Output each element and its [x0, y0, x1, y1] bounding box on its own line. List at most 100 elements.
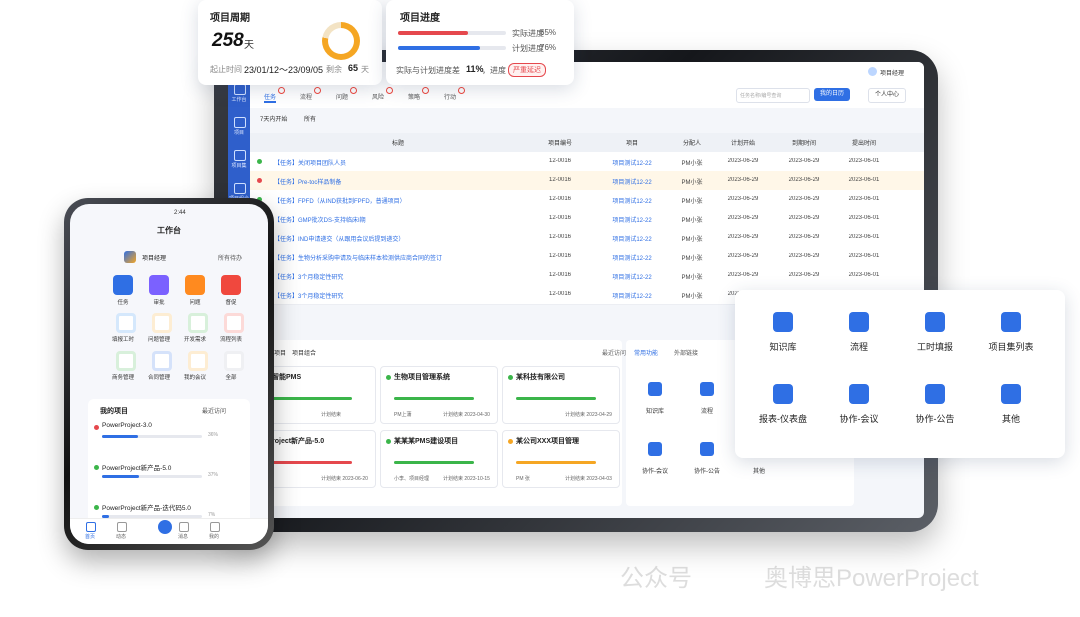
- nav-icon: [179, 522, 189, 532]
- button[interactable]: 个人中心: [868, 88, 907, 103]
- card-title: 项目进度: [400, 13, 440, 24]
- func-tab[interactable]: 外部链接: [674, 351, 699, 357]
- func-label[interactable]: 协作-公告: [915, 414, 955, 424]
- task-title[interactable]: 【任务】生物分析采购申请及与临床样本检测供应商合同的签订: [274, 256, 443, 262]
- task-title[interactable]: 【任务】关闭项目团队人员: [274, 161, 347, 167]
- app-label[interactable]: 开发需求: [183, 337, 206, 343]
- tab-badge: [422, 87, 429, 94]
- lower-tab[interactable]: 我的项目: [262, 351, 287, 357]
- table-cell: 2023-06-29: [727, 177, 759, 183]
- task-title[interactable]: 【任务】FPFD（从IND获批到FPFD，普通项目）: [274, 199, 406, 205]
- task-title[interactable]: 【任务】IND申请递交（从跟用会议后提到递交）: [274, 237, 405, 243]
- app-label[interactable]: 商务管理: [111, 375, 134, 381]
- lower-tab[interactable]: 项目组合: [292, 351, 317, 357]
- sidebar-item[interactable]: 项目集: [231, 163, 247, 169]
- func-label[interactable]: 协作-会议: [839, 414, 879, 424]
- status-dot: [257, 159, 262, 164]
- func-label[interactable]: 知识库: [769, 342, 797, 352]
- func-icon: [925, 312, 945, 332]
- app-label[interactable]: 任务: [117, 300, 129, 306]
- search-box[interactable]: 任务名称/编号查询: [736, 88, 810, 103]
- app-label[interactable]: 流程列表: [219, 337, 242, 343]
- project-name[interactable]: PowerProject-3.0: [102, 422, 152, 429]
- tab[interactable]: 风险: [372, 95, 385, 101]
- todo[interactable]: 所有待办: [218, 256, 243, 262]
- nav-icon: [210, 522, 220, 532]
- tab[interactable]: 行动: [444, 95, 457, 101]
- table-cell: 2023-06-29: [727, 234, 759, 240]
- func-icon: [849, 312, 869, 332]
- func-icon: [648, 442, 662, 456]
- app-label[interactable]: 合同管理: [147, 375, 170, 381]
- app-label[interactable]: 问题管理: [147, 337, 170, 343]
- func-icon: [925, 384, 945, 404]
- filter[interactable]: 7天内开始: [260, 117, 288, 123]
- app-label[interactable]: 全部: [225, 375, 237, 381]
- button[interactable]: 我的日历: [814, 88, 851, 101]
- tab[interactable]: 流程: [300, 95, 313, 101]
- func-label[interactable]: 流程: [700, 409, 713, 415]
- project-card[interactable]: 生物项目管理系统 PM上蒲 计划结束 2023-04-30: [380, 366, 498, 424]
- project-bar: [394, 461, 474, 464]
- func-label[interactable]: 协作-会议: [642, 469, 668, 475]
- user-name[interactable]: 项目经理: [880, 71, 905, 77]
- recent[interactable]: 最近访问: [202, 409, 227, 415]
- task-title[interactable]: 【任务】3个月稳定性研究: [274, 294, 344, 300]
- func-label[interactable]: 其他: [752, 469, 765, 475]
- progress-label: 实际进度: [512, 29, 544, 38]
- sidebar-item[interactable]: 项目: [233, 130, 244, 136]
- nav-label[interactable]: 首页: [84, 534, 95, 540]
- filter[interactable]: 所有: [304, 117, 317, 123]
- func-label[interactable]: 知识库: [645, 409, 664, 415]
- project-card[interactable]: 某公司XXX项目管理 PM 张 计划结束 2023-04-03: [502, 430, 620, 488]
- func-label[interactable]: 工时填报: [916, 342, 953, 352]
- func-label[interactable]: 流程: [849, 342, 868, 352]
- project-card[interactable]: roject新产品-5.0 计划结束 2023-06-20: [258, 430, 376, 488]
- func-label[interactable]: 其他: [1001, 414, 1020, 424]
- func-icon: [1001, 384, 1021, 404]
- nav-plus[interactable]: [158, 520, 172, 534]
- progress-badge: 严重延迟: [508, 63, 546, 77]
- func-label[interactable]: 项目集列表: [988, 342, 1034, 352]
- func-label[interactable]: 报表-仪表盘: [759, 414, 807, 424]
- app-label[interactable]: 问题: [189, 300, 201, 306]
- tab[interactable]: 任务: [264, 92, 277, 103]
- func-icon: [1001, 312, 1021, 332]
- project-bar: [394, 397, 474, 400]
- func-icon: [700, 382, 714, 396]
- nav-label[interactable]: 动态: [115, 534, 126, 540]
- tab[interactable]: 问题: [336, 95, 349, 101]
- func-icon: [773, 384, 793, 404]
- project-card[interactable]: 智能PMS 计划结束: [258, 366, 376, 424]
- tab[interactable]: 策略: [408, 95, 421, 101]
- func-label[interactable]: 协作-公告: [694, 469, 720, 475]
- nav-label[interactable]: 消息: [177, 534, 188, 540]
- table-cell: 项目测试12-22: [612, 161, 652, 167]
- task-title[interactable]: 【任务】Pre-toc样品制备: [274, 180, 342, 186]
- table-cell: 2023-06-01: [848, 272, 880, 278]
- progress-value: 76%: [540, 43, 557, 52]
- table-cell: 2023-06-29: [727, 158, 759, 164]
- my-projects: 我的项目: [100, 408, 128, 415]
- app-label[interactable]: 填报工时: [111, 337, 134, 343]
- range: 23/01/12～23/09/05: [244, 65, 324, 75]
- table-cell: PM小张: [681, 256, 703, 262]
- sidebar-item[interactable]: 工作台: [231, 97, 247, 103]
- app-icon: [152, 351, 172, 371]
- func-tab[interactable]: 常用功能: [634, 351, 659, 357]
- project-name[interactable]: PowerProject新产品-迭代码5.0: [102, 505, 191, 512]
- app-label[interactable]: 审批: [153, 300, 165, 306]
- task-title[interactable]: 【任务】GMP批次DS-支持临床I期: [274, 218, 366, 224]
- app-label[interactable]: 督促: [225, 300, 237, 306]
- function-card: 知识库 流程 工时填报 项目集列表报表-仪表盘 协作-会议 协作-公告 其他: [735, 290, 1065, 458]
- task-title[interactable]: 【任务】3个月稳定性研究: [274, 275, 344, 281]
- nav-label[interactable]: 我的: [208, 534, 219, 540]
- app-icon: [224, 313, 244, 333]
- project-card[interactable]: 某科技有限公司 计划结束 2023-04-29: [502, 366, 620, 424]
- app-label[interactable]: 我的会议: [183, 375, 206, 381]
- table-cell: 12-0016: [548, 177, 572, 183]
- column-header: 到期时间: [791, 141, 816, 147]
- project-name[interactable]: PowerProject新产品-5.0: [102, 465, 172, 472]
- project-card[interactable]: 某某某PMS建设项目 小李、项目经理 计划结束 2023-10-15: [380, 430, 498, 488]
